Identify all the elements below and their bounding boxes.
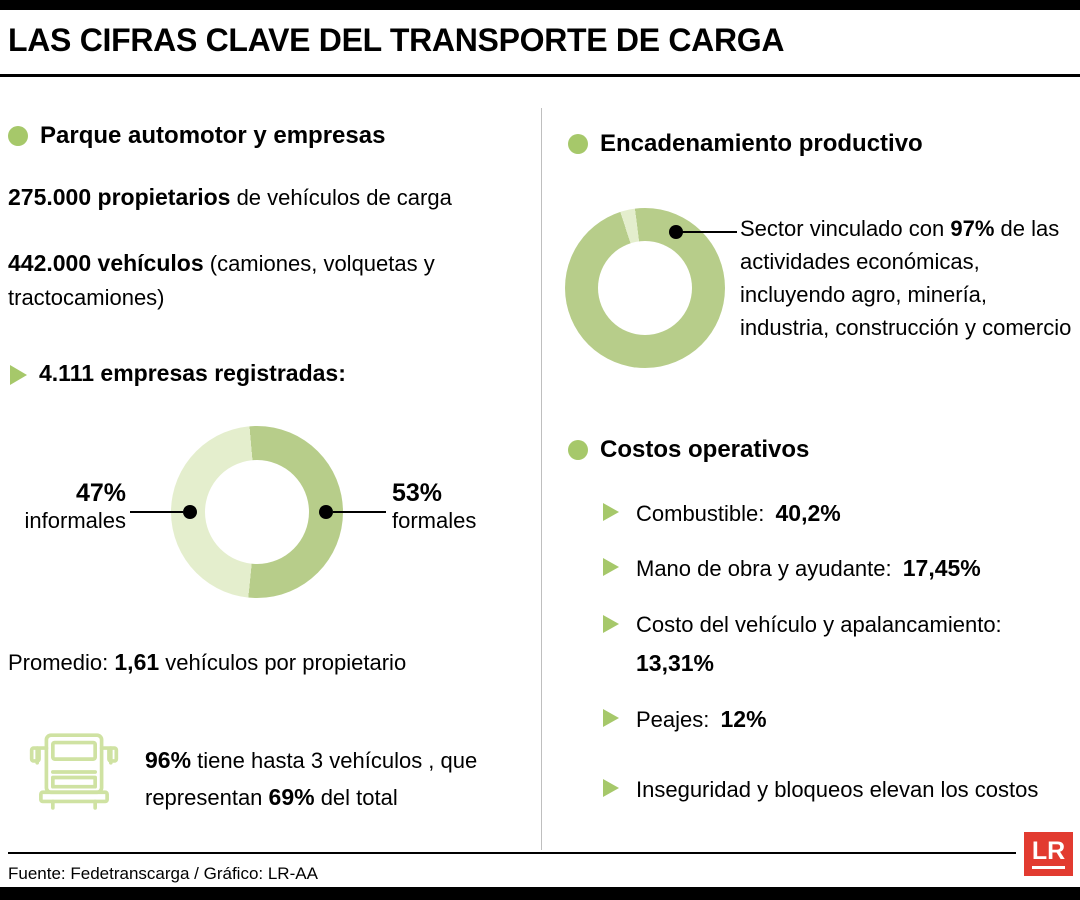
cost-item-inseguridad: Inseguridad y bloqueos elevan los costos xyxy=(603,774,1063,805)
section-empresas-title: 4.111 empresas registradas: xyxy=(39,360,346,386)
triangle-bullet-icon xyxy=(603,779,619,797)
truck-fact-pct2: 69% xyxy=(268,784,315,810)
fact-promedio: Promedio: 1,61 vehículos por propietario xyxy=(8,645,478,680)
cost-label: Costo del vehículo y apalancamiento: xyxy=(636,612,1002,637)
lr-logo-text: LR xyxy=(1031,839,1066,869)
promedio-text: vehículos por propietario xyxy=(159,650,407,675)
cost-label: Inseguridad y bloqueos elevan los costos xyxy=(636,777,1039,802)
encadenamiento-donut-chart xyxy=(565,208,725,368)
lr-logo: LR xyxy=(1024,832,1073,876)
section-encadenamiento-header: Encadenamiento productivo xyxy=(568,130,923,158)
section-encadenamiento-title: Encadenamiento productivo xyxy=(600,130,923,157)
section-parque-title: Parque automotor y empresas xyxy=(40,122,386,149)
triangle-bullet-icon xyxy=(603,709,619,727)
formales-label: 53% formales xyxy=(392,479,512,535)
note-pre: Sector vinculado con xyxy=(740,216,951,241)
cost-value: 40,2% xyxy=(775,500,841,526)
fact-truck: 96% tiene hasta 3 vehículos , que repres… xyxy=(145,742,500,816)
cost-text: Mano de obra y ayudante: 17,45% xyxy=(636,553,981,584)
encadenamiento-callout-dot xyxy=(669,225,683,239)
promedio-prefix: Promedio: xyxy=(8,650,115,675)
footer-divider xyxy=(8,852,1016,854)
informales-callout-dot xyxy=(183,505,197,519)
green-bullet-icon xyxy=(568,440,588,460)
fact-vehiculos: 442.000 vehículos (camiones, volquetas y… xyxy=(8,246,463,315)
formales-callout-line xyxy=(333,511,386,513)
truck-icon xyxy=(29,733,119,810)
cost-item-combustible: Combustible: 40,2% xyxy=(603,498,1063,529)
page-title: LAS CIFRAS CLAVE DEL TRANSPORTE DE CARGA xyxy=(8,22,785,58)
empresas-donut-chart xyxy=(171,426,343,598)
cost-label: Combustible: xyxy=(636,501,771,526)
cost-text: Peajes: 12% xyxy=(636,704,767,735)
formales-callout-dot xyxy=(319,505,333,519)
truck-fact-pct1: 96% xyxy=(145,747,192,773)
triangle-bullet-icon xyxy=(603,503,619,521)
formales-pct: 53% xyxy=(392,479,443,507)
informales-callout-line xyxy=(130,511,183,513)
cost-item-vehiculo: Costo del vehículo y apalancamiento: 13,3… xyxy=(603,610,1063,678)
top-bar xyxy=(0,0,1080,10)
cost-value: 12% xyxy=(720,706,767,732)
section-costos-title: Costos operativos xyxy=(600,436,810,463)
fact-propietarios-value: 275.000 propietarios xyxy=(8,184,231,210)
green-bullet-icon xyxy=(568,134,588,154)
cost-label: Peajes: xyxy=(636,707,716,732)
encadenamiento-callout-line xyxy=(681,231,737,233)
cost-text: Costo del vehículo y apalancamiento: 13,3… xyxy=(636,610,1002,678)
informales-text: informales xyxy=(24,508,126,533)
section-empresas-header: 4.111 empresas registradas: xyxy=(10,360,346,387)
column-divider xyxy=(541,108,542,850)
triangle-bullet-icon xyxy=(603,558,619,576)
fact-propietarios: 275.000 propietarios de vehículos de car… xyxy=(8,180,478,215)
bottom-bar xyxy=(0,887,1080,900)
truck-fact-mid: tiene hasta 3 vehículos , que representa… xyxy=(145,748,478,810)
cost-item-mano-de-obra: Mano de obra y ayudante: 17,45% xyxy=(603,553,1063,584)
encadenamiento-note: Sector vinculado con 97% de las activida… xyxy=(740,212,1080,344)
fact-vehiculos-value: 442.000 vehículos xyxy=(8,250,204,276)
green-bullet-icon xyxy=(8,126,28,146)
section-costos-header: Costos operativos xyxy=(568,436,809,464)
cost-text: Inseguridad y bloqueos elevan los costos xyxy=(636,774,1043,805)
source-credit: Fuente: Fedetranscarga / Gráfico: LR-AA xyxy=(8,864,318,883)
cost-value: 17,45% xyxy=(902,555,981,581)
formales-text: formales xyxy=(392,508,477,533)
note-post: de las actividades económicas, incluyend… xyxy=(740,216,1072,340)
informales-pct: 47% xyxy=(75,479,126,507)
triangle-bullet-icon xyxy=(603,615,619,633)
cost-text: Combustible: 40,2% xyxy=(636,498,841,529)
note-pct: 97% xyxy=(950,216,995,241)
cost-item-peajes: Peajes: 12% xyxy=(603,704,1063,735)
title-divider xyxy=(0,74,1080,77)
triangle-bullet-icon xyxy=(10,365,27,385)
section-parque-header: Parque automotor y empresas xyxy=(8,122,385,150)
cost-value: 13,31% xyxy=(636,650,715,676)
cost-label: Mano de obra y ayudante: xyxy=(636,556,898,581)
promedio-value: 1,61 xyxy=(114,649,160,675)
informales-label: 47% informales xyxy=(8,479,126,535)
fact-vehiculos-text: (camiones, volquetas y tractocamiones) xyxy=(8,251,435,310)
truck-fact-end: del total xyxy=(314,785,398,810)
fact-propietarios-text: de vehículos de carga xyxy=(230,185,452,210)
